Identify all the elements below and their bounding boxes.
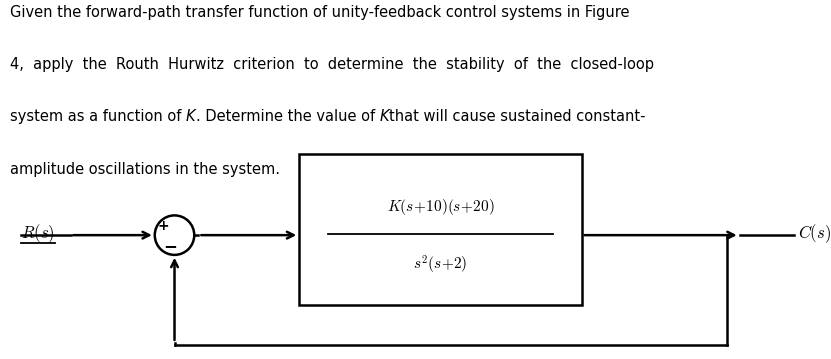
Text: $K(s\!+\!10)(s\!+\!20)$: $K(s\!+\!10)(s\!+\!20)$: [386, 197, 494, 217]
Text: +: +: [158, 219, 170, 233]
Text: $s^2(s\!+\!2)$: $s^2(s\!+\!2)$: [413, 253, 468, 275]
Text: that will cause sustained constant-: that will cause sustained constant-: [389, 109, 646, 125]
FancyBboxPatch shape: [299, 154, 582, 305]
Text: system as a function of: system as a function of: [10, 109, 186, 125]
Text: K: K: [379, 109, 389, 125]
Text: amplitude oscillations in the system.: amplitude oscillations in the system.: [10, 162, 280, 177]
Text: $C(s)$: $C(s)$: [798, 222, 831, 245]
Text: −: −: [164, 237, 177, 255]
Text: 4,  apply  the  Routh  Hurwitz  criterion  to  determine  the  stability  of  th: 4, apply the Routh Hurwitz criterion to …: [10, 57, 654, 73]
Text: K: K: [186, 109, 195, 125]
Text: Given the forward-path transfer function of unity-feedback control systems in Fi: Given the forward-path transfer function…: [10, 5, 629, 20]
Text: . Determine the value of: . Determine the value of: [195, 109, 379, 125]
Text: $R(s)$: $R(s)$: [21, 222, 55, 245]
